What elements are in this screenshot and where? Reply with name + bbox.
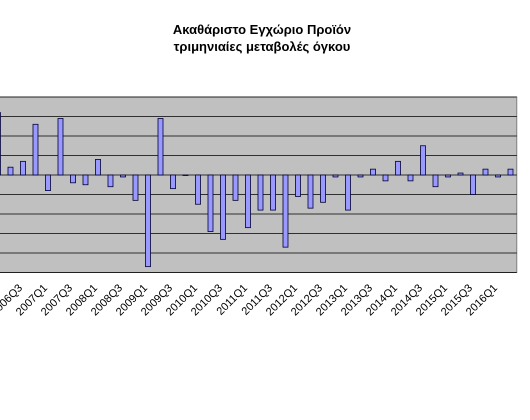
- bar: [82, 174, 89, 186]
- bar: [32, 123, 39, 176]
- bar: [70, 174, 76, 184]
- bar: [357, 174, 364, 178]
- bar: [295, 174, 301, 197]
- bar: [345, 174, 351, 211]
- bar: [507, 168, 514, 176]
- bar: [45, 174, 51, 191]
- bar: [170, 174, 176, 190]
- bar: [495, 174, 501, 178]
- bar: [57, 118, 64, 176]
- bar: [370, 168, 376, 176]
- bar: [382, 174, 389, 182]
- bar: [420, 145, 426, 176]
- bar: [470, 174, 476, 195]
- bar: [20, 160, 26, 176]
- bar: [132, 174, 139, 201]
- bar: [245, 174, 251, 229]
- bar: [157, 118, 164, 176]
- bar: [120, 174, 126, 178]
- bar: [482, 168, 489, 176]
- bar: [320, 174, 326, 203]
- bar: [195, 174, 201, 205]
- bar: [395, 160, 401, 176]
- bar: [0, 112, 1, 176]
- bar: [457, 172, 464, 176]
- bar: [145, 174, 151, 268]
- chart-subtitle: τριμηνιαίες μεταβολές όγκου: [174, 39, 351, 54]
- chart-title: Ακαθάριστο Εγχώριο Προϊόν: [173, 22, 351, 37]
- bar: [307, 174, 314, 209]
- bar: [232, 174, 239, 201]
- bar: [407, 174, 414, 182]
- bar: [182, 174, 189, 176]
- bar: [332, 174, 339, 178]
- bar: [445, 174, 451, 178]
- bar: [257, 174, 264, 211]
- bar: [207, 174, 214, 232]
- bar: [220, 174, 226, 240]
- bar: [282, 174, 289, 248]
- bar: [7, 166, 14, 176]
- bar: [270, 174, 276, 211]
- bar: [432, 174, 439, 188]
- bar: [95, 158, 101, 176]
- bar: [107, 174, 114, 188]
